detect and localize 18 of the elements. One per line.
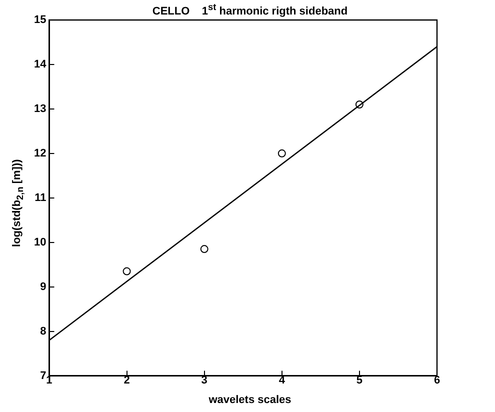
y-tick-label: 12 xyxy=(34,147,46,160)
point xyxy=(200,245,208,254)
x-tick-label: 6 xyxy=(434,374,440,386)
y-tick-label: 14 xyxy=(34,58,48,71)
chart-title: CELLO 1$^{st}$ harmonic rigth sideband xyxy=(151,2,349,18)
point xyxy=(122,267,131,276)
y-tick-label: 15 xyxy=(34,14,46,26)
y-tick-label: 13 xyxy=(34,102,46,115)
point xyxy=(278,149,286,158)
y-tick-label: 11 xyxy=(34,192,46,204)
point xyxy=(355,100,364,109)
x-tick-label: 1 xyxy=(46,374,52,386)
y-tick-label: 7 xyxy=(40,370,46,382)
y-tick-label: 9 xyxy=(40,280,46,293)
y-tick-label: 8 xyxy=(40,325,46,338)
y-tick-label: 10 xyxy=(34,236,46,248)
x-tick-label: 4 xyxy=(278,374,286,386)
x-axis-title: wavelets scales xyxy=(208,394,292,406)
